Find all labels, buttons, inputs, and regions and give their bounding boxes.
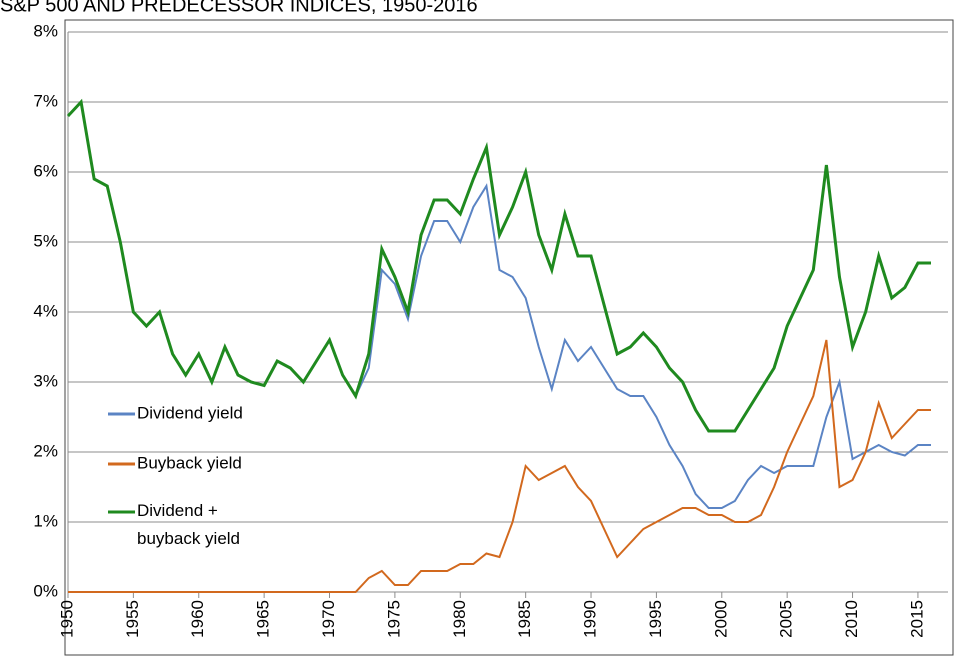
data-line	[66, 98, 932, 433]
y-tick-label: 0%	[33, 581, 58, 600]
x-tick-label: 1970	[319, 600, 338, 638]
y-tick-label: 7%	[33, 91, 58, 110]
y-tick-label: 4%	[33, 301, 58, 320]
x-tick-label: 2015	[907, 600, 926, 638]
y-tick-label: 1%	[33, 511, 58, 530]
x-tick-label: 1965	[254, 600, 273, 638]
legend-label: Dividend + buyback yield	[137, 501, 240, 548]
x-tick-label: 1985	[515, 600, 534, 638]
x-tick-label: 1990	[581, 600, 600, 638]
data-line	[68, 339, 932, 593]
chart-border	[64, 19, 954, 656]
x-tick-label: 2010	[842, 600, 861, 638]
data-line	[67, 99, 932, 509]
chart-title: S&P 500 AND PREDECESSOR INDICES, 1950-20…	[0, 0, 478, 16]
legend-line: Dividend +	[137, 501, 218, 520]
x-tick-label: 2005	[777, 600, 796, 638]
x-tick-label: 1975	[384, 600, 403, 638]
x-tick-label: 1995	[646, 600, 665, 638]
legend-label: Buyback yield	[137, 453, 242, 472]
y-tick-label: 8%	[33, 21, 58, 40]
y-tick-label: 5%	[33, 231, 58, 250]
legend-label: Dividend yield	[137, 403, 243, 422]
x-tick-label: 1950	[57, 600, 76, 638]
x-tick-label: 1980	[450, 600, 469, 638]
y-tick-label: 6%	[33, 161, 58, 180]
y-tick-label: 3%	[33, 371, 58, 390]
y-tick-label: 2%	[33, 441, 58, 460]
x-tick-label: 2000	[711, 600, 730, 638]
x-tick-label: 1960	[188, 600, 207, 638]
legend-line: buyback yield	[137, 529, 240, 548]
x-tick-label: 1955	[123, 600, 142, 638]
